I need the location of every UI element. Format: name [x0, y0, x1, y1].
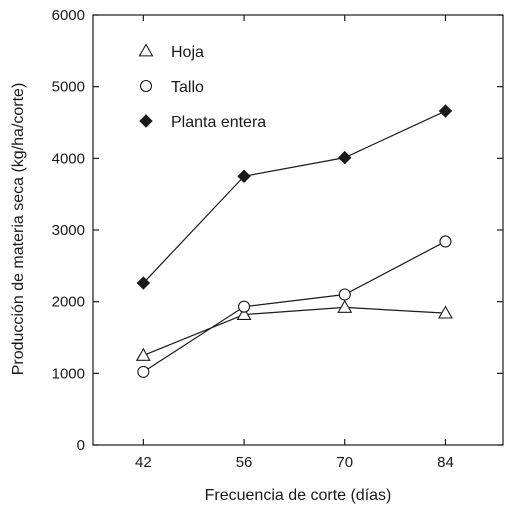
data-point-hoja	[236, 306, 252, 320]
legend-marker-hoja	[138, 43, 154, 57]
plot-frame	[92, 14, 504, 446]
legend-label-hoja: Hoja	[171, 44, 204, 61]
data-point-planta-entera	[136, 276, 151, 290]
data-point-tallo	[137, 365, 150, 378]
series-line-tallo	[143, 240, 446, 373]
data-point-tallo	[338, 288, 351, 301]
axes	[92, 14, 504, 446]
series-line-planta-entera	[142, 110, 446, 284]
data-point-hoja	[135, 347, 151, 361]
legend-label-tallo: Tallo	[171, 79, 204, 96]
series-tallo	[137, 235, 452, 378]
x-tick-label: 70	[336, 454, 353, 471]
data-point-planta-entera	[237, 169, 251, 183]
y-tick-label: 5000	[52, 79, 85, 96]
x-ticks: 42 56 70 84	[135, 15, 454, 471]
series-line-hoja	[143, 306, 446, 356]
y-tick-label: 4000	[52, 150, 85, 167]
legend-marker-tallo	[139, 79, 153, 93]
legend-marker-planta-entera	[139, 114, 153, 128]
y-tick-label: 2000	[52, 294, 85, 311]
data-point-tallo	[439, 235, 452, 248]
data-point-hoja	[337, 299, 353, 313]
series-group	[135, 104, 453, 378]
y-tick-label: 0	[77, 437, 85, 454]
legend-label-planta-entera: Planta entera	[171, 114, 266, 131]
y-tick-label: 6000	[52, 7, 85, 24]
legend: Hoja Tallo Planta entera	[138, 43, 266, 131]
series-planta-entera	[136, 104, 453, 290]
x-tick-label: 42	[135, 454, 152, 471]
data-point-tallo	[238, 300, 251, 313]
y-tick-label: 3000	[52, 222, 85, 239]
data-point-planta-entera	[438, 104, 453, 118]
y-ticks: 0 1000 2000 3000 4000 5000 6000	[52, 7, 503, 454]
data-point-planta-entera	[338, 150, 352, 165]
series-hoja	[135, 299, 453, 361]
y-tick-label: 1000	[52, 365, 85, 382]
y-axis-label: Producción de materia seca (kg/ha/corte)	[10, 83, 27, 376]
x-axis-label: Frecuencia de corte (días)	[205, 487, 392, 504]
x-tick-label: 56	[236, 454, 253, 471]
data-point-hoja	[438, 305, 453, 319]
x-tick-label: 84	[437, 454, 454, 471]
